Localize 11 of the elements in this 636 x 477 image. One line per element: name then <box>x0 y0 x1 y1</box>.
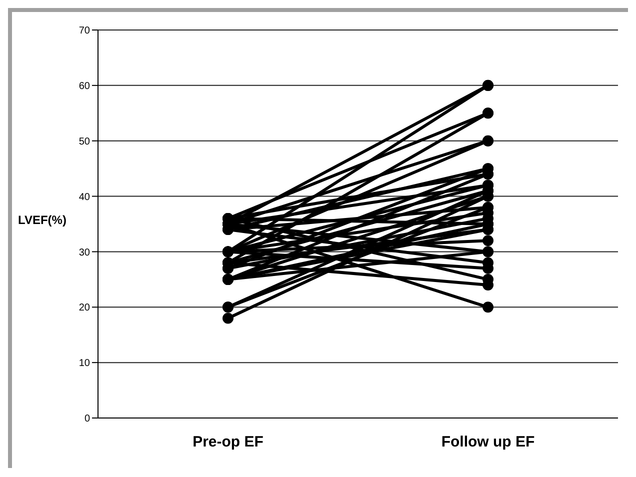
y-tick-label: 0 <box>84 414 90 425</box>
y-tick-label: 40 <box>78 192 90 203</box>
y-tick-label: 10 <box>78 358 90 370</box>
y-tick-label: 30 <box>78 247 90 258</box>
y-tick-label: 60 <box>78 80 90 92</box>
x-tick-label: Follow up EF <box>441 434 535 451</box>
y-tick-label: 70 <box>78 26 90 37</box>
x-tick-label: Pre-op EF <box>192 434 264 451</box>
y-tick-label: 20 <box>78 302 90 314</box>
y-tick-label: 50 <box>78 136 90 148</box>
y-axis-title: LVEF(%) <box>18 213 66 227</box>
